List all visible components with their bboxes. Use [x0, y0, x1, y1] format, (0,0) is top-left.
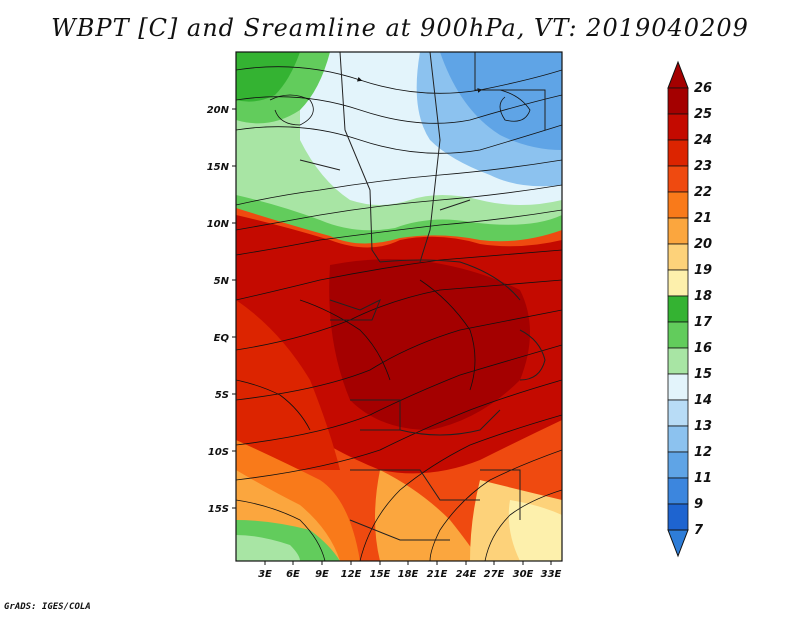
lat-axis: 20N 15N 10N 5N EQ 5S 10S 15S — [207, 105, 236, 515]
colorbar-segment — [667, 113, 689, 141]
colorbar-segment — [667, 399, 689, 427]
colorbar-label: 15 — [694, 367, 712, 382]
lon-tick-label: 9E — [315, 569, 329, 580]
map-frame — [235, 51, 563, 562]
lat-tick-label: 20N — [207, 105, 230, 116]
colorbar-label: 26 — [694, 81, 712, 96]
lat-tick-label: 10S — [208, 447, 229, 458]
colorbar-segment — [667, 425, 689, 453]
colorbar-label: 24 — [694, 133, 712, 148]
colorbar-label: 18 — [694, 289, 712, 304]
lat-tick-label: EQ — [214, 333, 230, 344]
colorbar-segment — [667, 321, 689, 349]
colorbar-label: 7 — [694, 523, 704, 538]
lat-tick-label: 5S — [215, 390, 229, 401]
streamlines — [236, 66, 562, 561]
colorbar-segment — [667, 217, 689, 245]
colorbar-segment — [667, 165, 689, 193]
lat-tick-label: 15S — [208, 504, 229, 515]
colorbar-segment — [667, 503, 689, 531]
colorbar-label: 21 — [694, 211, 712, 226]
lon-tick-label: 3E — [258, 569, 272, 580]
chart-title: WBPT [C] and Sreamline at 900hPa, VT: 20… — [51, 14, 749, 42]
colorbar-label: 13 — [694, 419, 712, 434]
colorbar-label: 19 — [694, 263, 712, 278]
lon-tick-label: 21E — [427, 569, 448, 580]
wbpt-field — [236, 52, 562, 561]
lon-tick-label: 30E — [513, 569, 534, 580]
colorbar-segment — [667, 373, 689, 401]
colorbar-label: 12 — [694, 445, 712, 460]
lon-tick-label: 27E — [484, 569, 505, 580]
colorbar-label: 22 — [694, 185, 712, 200]
colorbar-top-arrow — [667, 60, 689, 89]
colorbar-bottom-arrow — [667, 529, 689, 558]
colorbar-label: 23 — [694, 159, 712, 174]
colorbar-segment — [667, 139, 689, 167]
colorbar-label: 14 — [694, 393, 712, 408]
colorbar-label: 25 — [694, 107, 712, 122]
colorbar-label: 17 — [694, 315, 713, 330]
lon-axis: 3E 6E 9E 12E 15E 18E 21E 24E 27E 30E 33E — [258, 561, 562, 580]
lon-tick-label: 24E — [456, 569, 477, 580]
lon-tick-label: 12E — [341, 569, 362, 580]
footer-credit: GrADS: IGES/COLA — [4, 602, 91, 612]
colorbar-segment — [667, 477, 689, 505]
colorbar-segment — [667, 347, 689, 375]
colorbar-segment — [667, 243, 689, 271]
lon-tick-label: 18E — [398, 569, 419, 580]
lat-tick-label: 10N — [207, 219, 230, 230]
colorbar-label: 20 — [694, 237, 712, 252]
colorbar-segment — [667, 191, 689, 219]
country-borders — [299, 52, 546, 541]
colorbar-segment — [667, 295, 689, 323]
colorbar-segment — [667, 269, 689, 297]
lon-tick-label: 6E — [286, 569, 300, 580]
lat-tick-label: 5N — [214, 276, 230, 287]
colorbar-segment — [667, 87, 689, 115]
lon-tick-label: 33E — [541, 569, 562, 580]
lon-tick-label: 15E — [370, 569, 391, 580]
colorbar-segment — [667, 451, 689, 479]
colorbar-label: 11 — [694, 471, 712, 486]
lat-tick-label: 15N — [207, 162, 230, 173]
colorbar-label: 9 — [694, 497, 703, 512]
colorbar-label: 16 — [694, 341, 712, 356]
colorbar: 26 25 24 23 22 21 20 19 18 17 16 15 14 13 12 11 9 7 — [667, 60, 713, 558]
